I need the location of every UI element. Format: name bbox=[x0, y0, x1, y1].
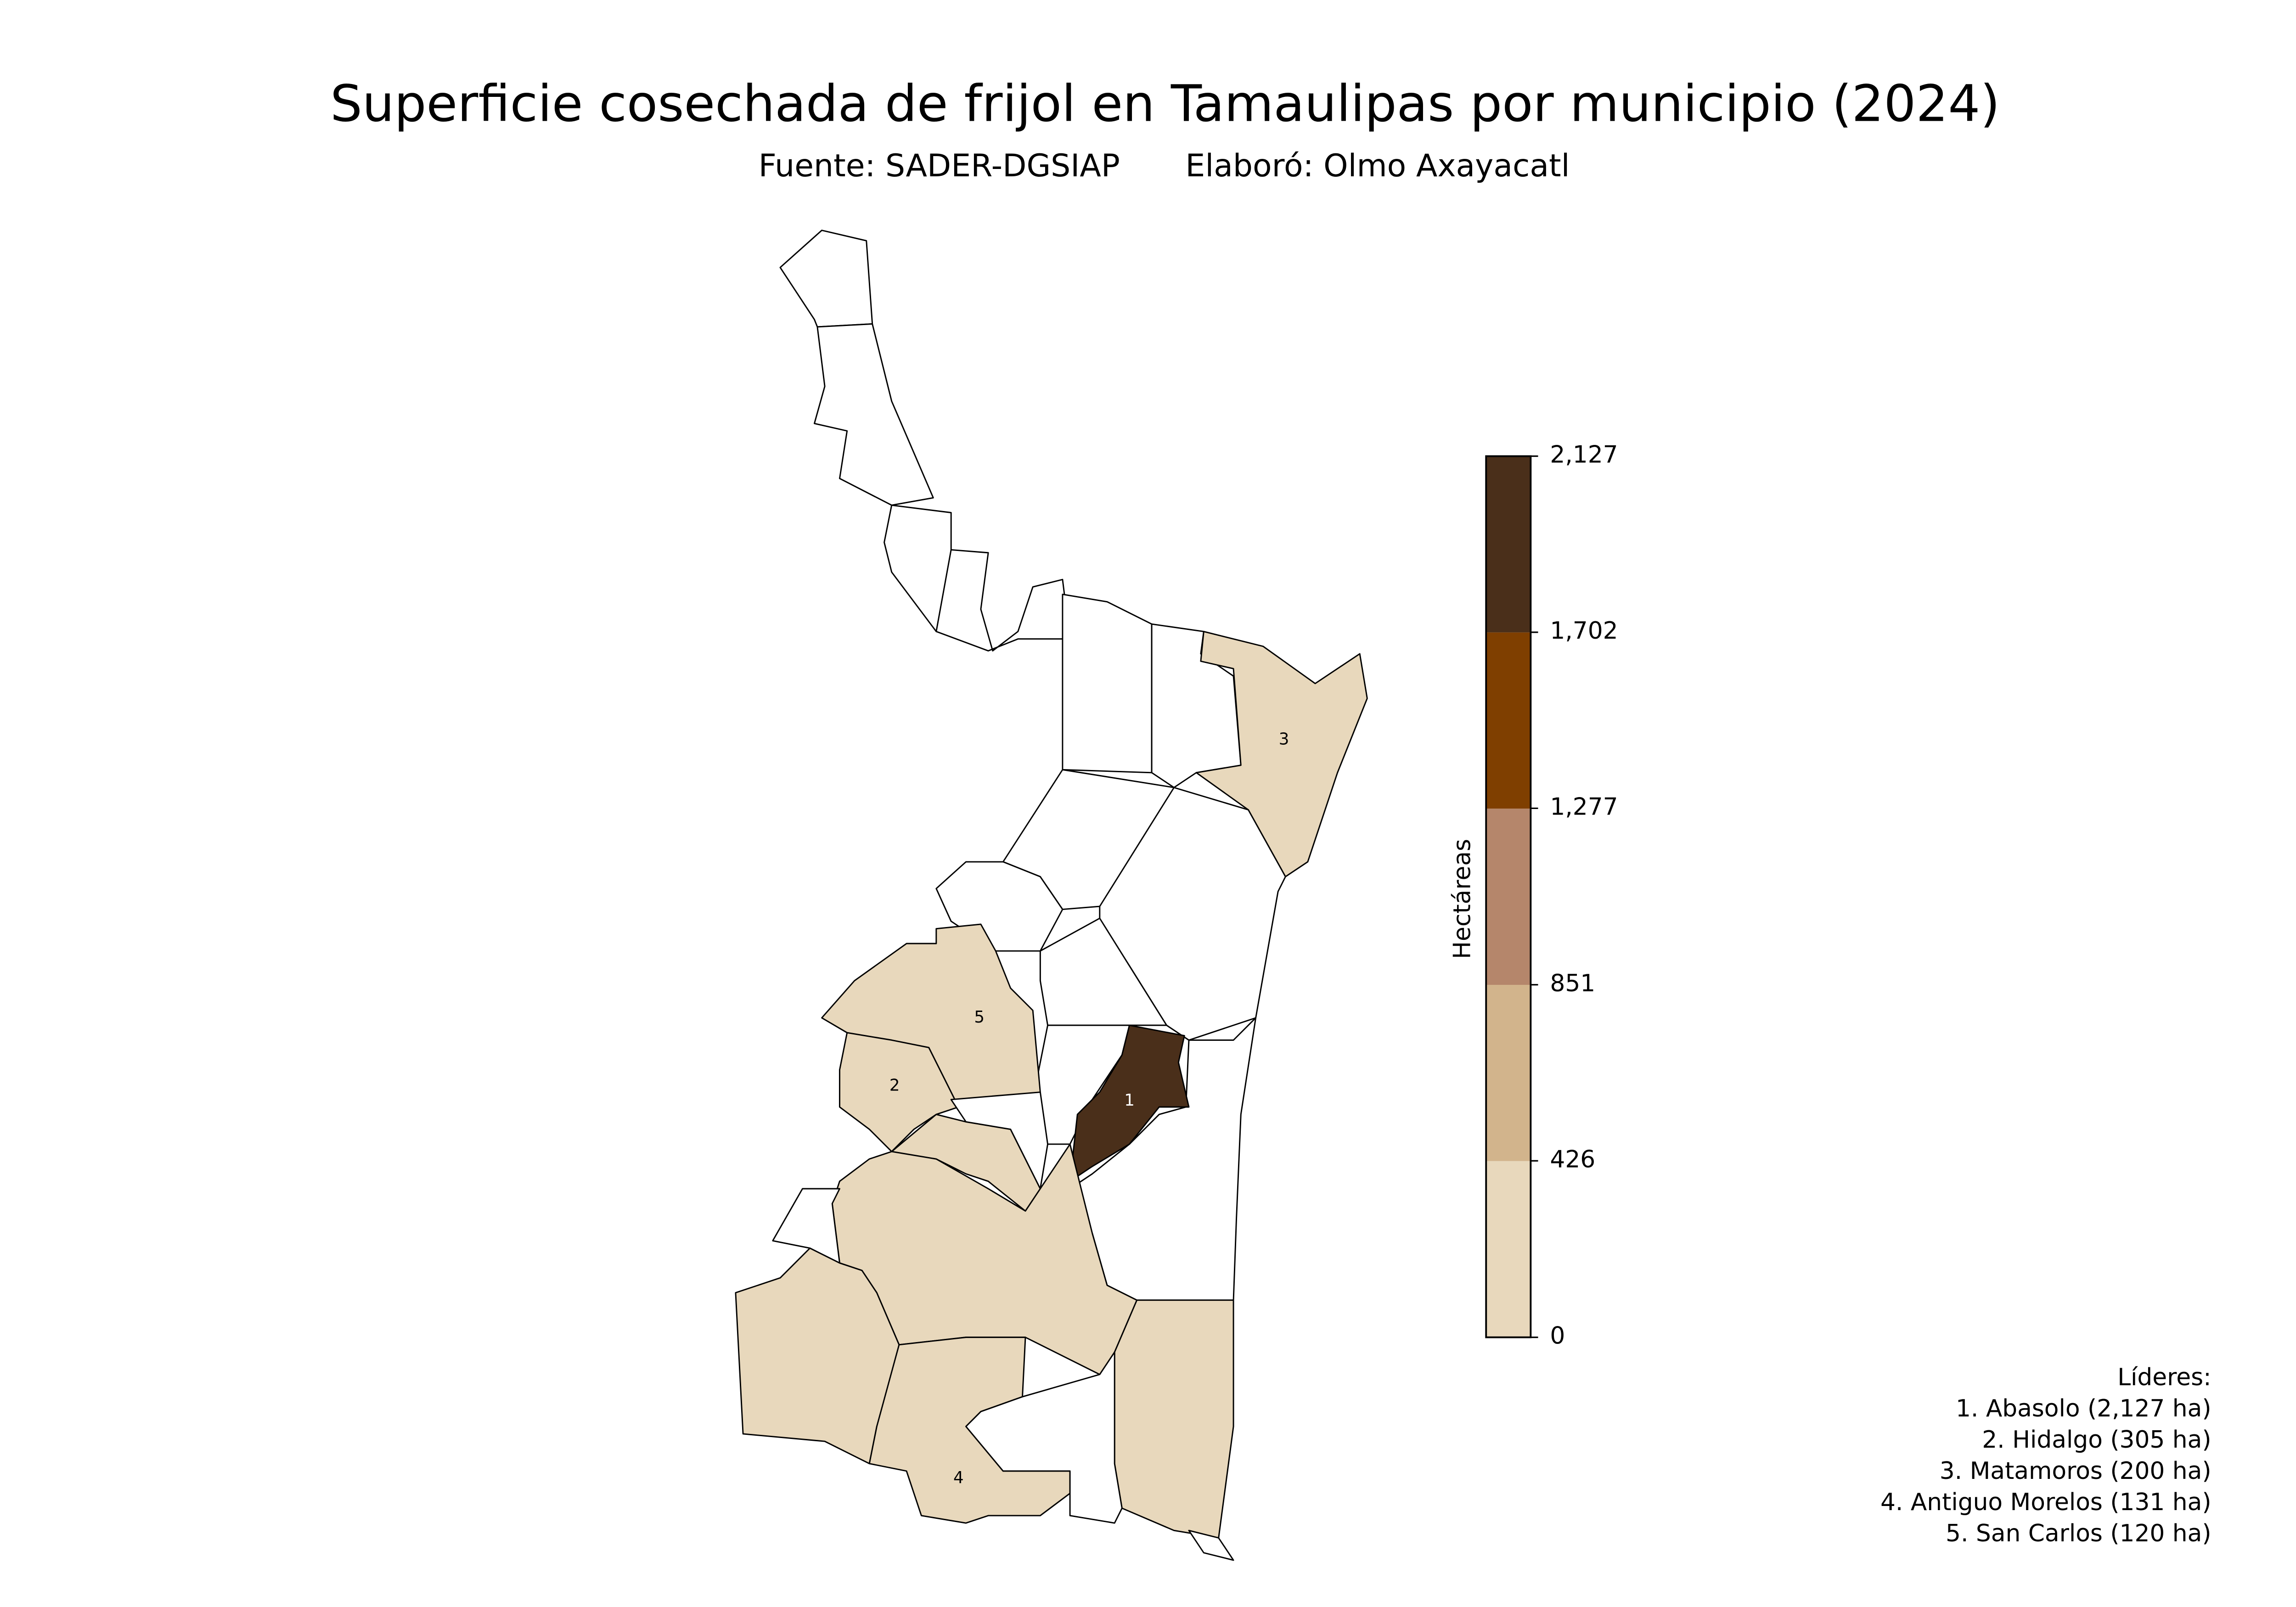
colorbar-tick-label: 2,127 bbox=[1550, 441, 1618, 469]
municipality bbox=[1062, 594, 1153, 774]
colorbar-tick-label: 1,702 bbox=[1550, 617, 1618, 645]
colorbar-segment bbox=[1486, 456, 1531, 633]
leaders-title: Líderes: bbox=[2117, 1364, 2211, 1391]
title: Superficie cosechada de frijol en Tamaul… bbox=[330, 74, 2000, 133]
municipality bbox=[1188, 1529, 1234, 1561]
colorbar-segment bbox=[1486, 1161, 1531, 1337]
municipality bbox=[1195, 630, 1368, 877]
map-label: 4 bbox=[953, 1468, 964, 1487]
municipality bbox=[1069, 1024, 1190, 1182]
colorbar: 0 426 851 1,277 1,702 2,127 bbox=[1485, 441, 1618, 1350]
municipality bbox=[1114, 1299, 1234, 1539]
map-label: 5 bbox=[974, 1008, 985, 1027]
map: 1 2 3 4 5 bbox=[735, 230, 1368, 1561]
municipality bbox=[1039, 917, 1167, 1026]
leader-item: 2. Hidalgo (305 ha) bbox=[1982, 1426, 2211, 1454]
municipality bbox=[839, 1032, 959, 1152]
subtitle-author: Elaboró: Olmo Axayacatl bbox=[1185, 148, 1570, 184]
municipality bbox=[935, 549, 1071, 652]
colorbar-segment bbox=[1486, 632, 1531, 809]
map-label: 3 bbox=[1279, 730, 1289, 749]
municipality bbox=[814, 323, 934, 506]
leader-item: 5. San Carlos (120 ha) bbox=[1946, 1520, 2212, 1547]
map-label: 2 bbox=[889, 1076, 900, 1095]
colorbar-segment bbox=[1486, 809, 1531, 985]
subtitle-source: Fuente: SADER-DGSIAP bbox=[759, 148, 1120, 184]
leader-item: 3. Matamoros (200 ha) bbox=[1940, 1457, 2212, 1485]
colorbar-segment bbox=[1486, 984, 1531, 1161]
map-label: 1 bbox=[1124, 1091, 1135, 1110]
leader-item: 1. Abasolo (2,127 ha) bbox=[1956, 1395, 2212, 1422]
colorbar-tick-label: 1,277 bbox=[1550, 793, 1618, 820]
colorbar-label: Hectáreas bbox=[1449, 839, 1476, 959]
leaders: Líderes: 1. Abasolo (2,127 ha) 2. Hidalgo … bbox=[1880, 1364, 2212, 1547]
colorbar-tick-label: 851 bbox=[1550, 970, 1595, 997]
colorbar-frame bbox=[1485, 455, 1532, 1338]
colorbar-tick-label: 0 bbox=[1550, 1322, 1565, 1350]
leader-item: 4. Antiguo Morelos (131 ha) bbox=[1880, 1489, 2212, 1516]
municipality bbox=[965, 1351, 1123, 1524]
colorbar-tick-label: 426 bbox=[1550, 1146, 1595, 1173]
